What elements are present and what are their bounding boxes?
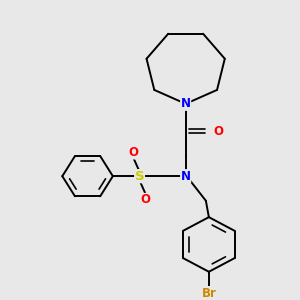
Text: N: N <box>181 97 191 110</box>
Text: O: O <box>213 124 223 138</box>
Text: S: S <box>135 170 144 183</box>
Text: O: O <box>140 194 151 206</box>
Text: N: N <box>181 170 191 183</box>
Text: Br: Br <box>201 286 216 300</box>
Text: O: O <box>129 146 139 159</box>
